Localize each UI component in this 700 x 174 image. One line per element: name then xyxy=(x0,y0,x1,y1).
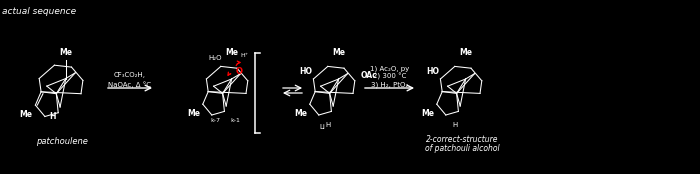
Text: Me: Me xyxy=(60,48,72,57)
Text: of patchouli alcohol: of patchouli alcohol xyxy=(425,144,499,153)
Text: O: O xyxy=(235,67,242,76)
Text: H: H xyxy=(49,112,56,121)
Text: NaOAc, Δ °C: NaOAc, Δ °C xyxy=(108,81,151,88)
Text: OAc: OAc xyxy=(360,71,377,80)
Text: Me: Me xyxy=(20,110,32,119)
Text: Me: Me xyxy=(332,48,345,57)
Text: 2-correct-structure: 2-correct-structure xyxy=(426,135,498,144)
Text: H⁺: H⁺ xyxy=(241,53,248,58)
FancyArrowPatch shape xyxy=(228,72,231,75)
Text: HO: HO xyxy=(300,67,312,76)
Text: k-1: k-1 xyxy=(230,118,240,123)
Text: Me: Me xyxy=(294,109,307,118)
Text: H₂O: H₂O xyxy=(209,55,222,61)
Text: Me: Me xyxy=(459,48,472,57)
Text: k-7: k-7 xyxy=(211,118,220,123)
Text: Li: Li xyxy=(319,124,326,130)
Text: Me: Me xyxy=(421,109,434,118)
Text: actual sequence: actual sequence xyxy=(2,7,76,16)
Text: 1) Ac₂O, py: 1) Ac₂O, py xyxy=(370,65,409,72)
Text: patchoulene: patchoulene xyxy=(36,137,88,146)
Text: H: H xyxy=(452,122,457,128)
Text: 3) H₂, PtO₂: 3) H₂, PtO₂ xyxy=(371,81,408,88)
Text: H: H xyxy=(326,122,330,128)
Text: Me: Me xyxy=(225,48,238,57)
Text: Me: Me xyxy=(188,109,200,118)
FancyArrowPatch shape xyxy=(236,61,240,66)
Text: 2) 300 °C: 2) 300 °C xyxy=(373,73,406,80)
Text: CF₃CO₂H,: CF₃CO₂H, xyxy=(114,72,146,78)
Text: HO: HO xyxy=(426,67,440,76)
